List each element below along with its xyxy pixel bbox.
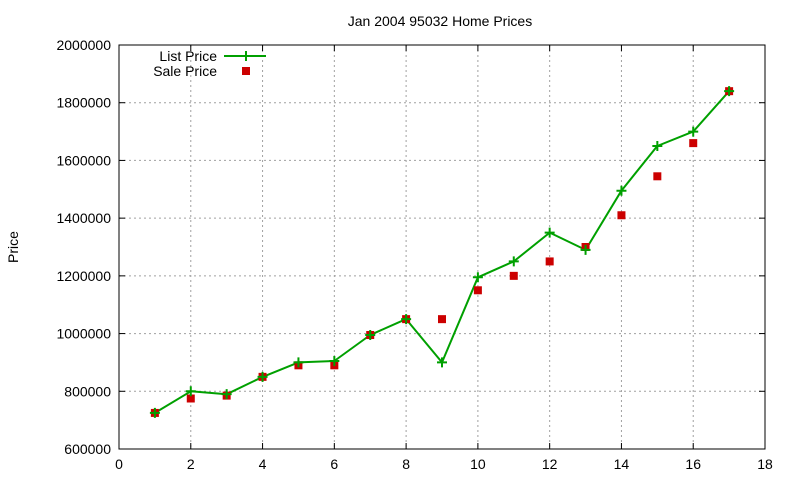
- x-tick-label: 6: [330, 456, 338, 472]
- y-tick-label: 1400000: [56, 210, 111, 226]
- plot-frame: [118, 44, 766, 450]
- grid: [119, 45, 765, 449]
- axis-ticks: [118, 44, 766, 450]
- x-tick-label: 4: [259, 456, 267, 472]
- list-price-point: [365, 330, 376, 341]
- list-price-point: [185, 386, 196, 397]
- sale-price-point: [653, 172, 662, 181]
- list-price-point: [580, 244, 591, 255]
- list-price-point: [724, 86, 735, 97]
- list-price-point: [221, 389, 232, 400]
- list-price-point: [149, 407, 160, 418]
- list-price-point: [437, 357, 447, 368]
- list-price-point: [293, 357, 304, 368]
- legend-label-list-price: List Price: [159, 48, 217, 64]
- x-tick-label: 2: [187, 456, 195, 472]
- y-axis-label: Price: [5, 231, 21, 263]
- list-price-point: [652, 141, 663, 151]
- x-tick-label: 18: [757, 456, 773, 472]
- x-tick-label: 0: [115, 456, 123, 472]
- list-price-point: [688, 126, 699, 137]
- list-price-point: [616, 185, 627, 196]
- y-tick-label: 1000000: [56, 326, 111, 342]
- list-price-point: [544, 227, 555, 238]
- legend-marker-list-price: [241, 51, 251, 61]
- sale-price-point: [473, 286, 482, 295]
- y-tick-label: 1200000: [56, 268, 111, 284]
- x-tick-label: 14: [614, 456, 630, 472]
- list-price-point: [401, 314, 412, 325]
- x-tick-label: 12: [542, 456, 558, 472]
- list-price-point: [508, 256, 519, 267]
- x-tick-label: 8: [402, 456, 410, 472]
- list-price-point: [472, 272, 483, 283]
- x-tick-label: 16: [685, 456, 701, 472]
- y-tick-label: 1600000: [56, 152, 111, 168]
- chart-title: Jan 2004 95032 Home Prices: [348, 13, 532, 29]
- legend-label-sale-price: Sale Price: [153, 63, 217, 79]
- sale-price-point: [617, 211, 626, 220]
- series: [149, 86, 735, 418]
- sale-price-point: [689, 139, 698, 148]
- legend: List Price Sale Price: [153, 48, 266, 79]
- y-tick-label: 800000: [64, 383, 111, 399]
- x-tick-label: 10: [470, 456, 486, 472]
- list-price-point: [257, 371, 268, 382]
- sale-price-point: [545, 257, 554, 266]
- sale-price-point: [509, 271, 518, 280]
- y-tick-label: 1800000: [56, 95, 111, 111]
- sale-price-point: [438, 315, 446, 324]
- legend-marker-sale-price: [242, 67, 250, 75]
- list-price-point: [329, 355, 340, 366]
- sale-price-point: [186, 394, 195, 403]
- y-tick-label: 600000: [64, 441, 111, 457]
- y-tick-label: 2000000: [56, 37, 111, 53]
- x-tick-labels: 0 2 4 6 8 10 12 14 16 18: [115, 456, 773, 472]
- y-tick-labels: 600000 800000 1000000 1200000 1400000 1600000…: [56, 37, 111, 457]
